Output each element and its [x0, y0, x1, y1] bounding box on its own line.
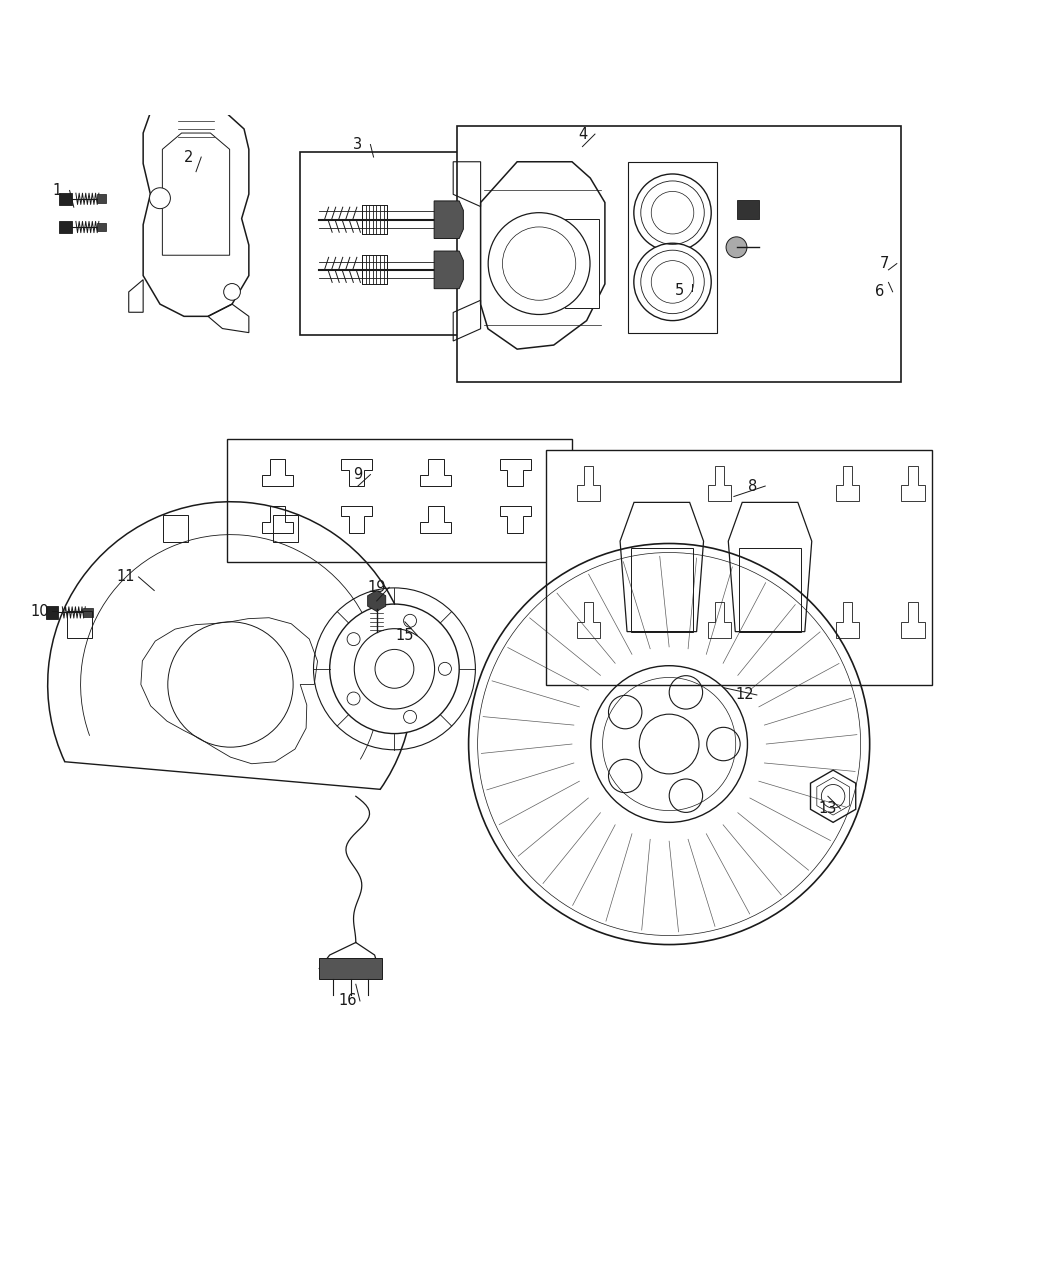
Polygon shape	[565, 219, 600, 309]
Text: 4: 4	[578, 126, 587, 142]
Bar	[546, 450, 932, 685]
Polygon shape	[45, 606, 58, 618]
Circle shape	[488, 213, 590, 315]
Polygon shape	[59, 221, 71, 233]
Circle shape	[634, 244, 711, 320]
Text: 8: 8	[748, 478, 757, 493]
Text: 9: 9	[353, 467, 362, 482]
Polygon shape	[434, 251, 463, 288]
Circle shape	[634, 173, 711, 251]
Polygon shape	[368, 590, 385, 612]
Bar	[457, 126, 901, 381]
Circle shape	[224, 283, 240, 300]
Text: 5: 5	[675, 283, 685, 298]
Polygon shape	[83, 608, 92, 617]
Circle shape	[330, 604, 459, 733]
Polygon shape	[97, 223, 106, 232]
Text: 2: 2	[184, 149, 193, 164]
Text: 11: 11	[117, 570, 135, 584]
Text: 12: 12	[735, 687, 754, 703]
Text: 15: 15	[396, 627, 414, 643]
Text: 13: 13	[819, 801, 837, 816]
Text: 6: 6	[876, 284, 885, 300]
Bar	[300, 152, 462, 334]
Text: 19: 19	[368, 580, 386, 595]
Circle shape	[149, 187, 170, 209]
Polygon shape	[434, 201, 463, 238]
Text: 16: 16	[338, 993, 357, 1009]
Text: 7: 7	[880, 256, 889, 272]
Text: 10: 10	[30, 604, 48, 618]
Polygon shape	[163, 133, 230, 255]
Bar	[362, 255, 387, 284]
Text: 1: 1	[52, 184, 62, 198]
Bar	[362, 205, 387, 235]
Polygon shape	[59, 193, 71, 205]
Bar	[736, 200, 759, 219]
Polygon shape	[319, 958, 382, 979]
Circle shape	[726, 237, 747, 258]
Bar	[228, 439, 572, 562]
Polygon shape	[97, 195, 106, 203]
Text: 3: 3	[354, 136, 362, 152]
